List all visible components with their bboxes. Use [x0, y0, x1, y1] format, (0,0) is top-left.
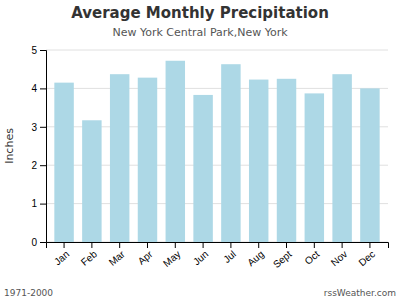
x-tick: Dec: [356, 242, 377, 268]
bar: [110, 74, 129, 242]
y-axis-title: Inches: [3, 128, 16, 164]
subtitle: New York Central Park,New York: [112, 26, 288, 39]
x-tick: Nov: [329, 242, 350, 268]
bars: [54, 61, 379, 242]
footer-note: rssWeather.com: [324, 288, 396, 298]
y-axis-line: [40, 51, 47, 243]
x-tick-mark: [64, 242, 65, 248]
x-tick-label: Apr: [136, 248, 156, 267]
x-tick: May: [161, 242, 183, 269]
bar: [221, 64, 240, 242]
x-tick-label: Sept: [271, 248, 294, 270]
bar: [249, 80, 268, 242]
chart-svg: Average Monthly Precipitation New York Ce…: [0, 0, 400, 300]
bar: [193, 95, 212, 242]
y-tick-label: 4: [31, 83, 37, 94]
x-tick-label: Dec: [356, 248, 377, 268]
bar: [305, 93, 324, 242]
x-tick-mark: [203, 242, 204, 248]
x-tick-label: Mar: [107, 248, 128, 268]
y-tick: 2: [31, 160, 46, 171]
x-tick-mark: [314, 242, 315, 248]
x-tick: Jun: [191, 242, 210, 267]
x-tick-mark: [147, 242, 148, 248]
x-tick: Jan: [52, 242, 71, 267]
grid: [46, 50, 388, 242]
x-tick-label: Jul: [221, 248, 238, 265]
y-tick: 4: [31, 83, 46, 94]
bar: [277, 79, 296, 242]
y-tick-mark: [40, 88, 46, 89]
x-tick-mark: [91, 242, 92, 248]
footer-note: 1971-2000: [4, 288, 53, 298]
x-tick-label: Jan: [52, 248, 71, 267]
bar: [138, 78, 157, 242]
x-tick: Feb: [79, 242, 100, 268]
bar: [82, 120, 101, 242]
y-tick-mark: [40, 204, 46, 205]
x-tick-label: Aug: [245, 248, 266, 268]
x-axis-line: [47, 243, 389, 249]
x-tick-label: Nov: [329, 248, 350, 268]
bar: [54, 83, 73, 242]
y-tick: 5: [31, 45, 46, 56]
y-tick-label: 5: [31, 45, 37, 56]
x-tick-label: Oct: [303, 248, 322, 267]
y-tick-label: 2: [31, 160, 37, 171]
x-tick: Sept: [271, 242, 294, 270]
bar: [332, 74, 351, 242]
y-tick-label: 0: [31, 237, 37, 248]
x-tick-mark: [258, 242, 259, 248]
x-tick-label: May: [161, 248, 183, 269]
x-axis: Jan Feb Mar Apr May Jun Jul AugSept Oct Nov Dec: [47, 242, 389, 270]
y-tick-label: 3: [31, 122, 37, 133]
x-tick: Oct: [303, 242, 322, 267]
y-tick-mark: [40, 50, 46, 51]
x-tick: Mar: [107, 242, 128, 268]
y-tick-mark: [40, 165, 46, 166]
x-tick: Aug: [245, 242, 266, 268]
x-tick-mark: [119, 242, 120, 248]
x-tick-label: Jun: [191, 248, 210, 267]
y-tick: 1: [31, 198, 46, 209]
y-axis: 0 1 2 3 4 5: [31, 45, 46, 248]
y-tick-mark: [40, 242, 46, 243]
x-tick-mark: [175, 242, 176, 248]
y-tick-label: 1: [31, 198, 37, 209]
x-tick-mark: [230, 242, 231, 248]
y-tick: 3: [31, 122, 46, 133]
bar: [360, 88, 379, 242]
title: Average Monthly Precipitation: [71, 4, 329, 22]
y-tick: 0: [31, 237, 46, 248]
x-tick-mark: [369, 242, 370, 248]
y-tick-mark: [40, 127, 46, 128]
bar: [166, 61, 185, 242]
x-tick-mark: [286, 242, 287, 248]
grid-line: [46, 50, 388, 51]
x-tick: Apr: [136, 242, 156, 267]
x-tick-mark: [342, 242, 343, 248]
x-tick-label: Feb: [79, 248, 100, 268]
plot-area: 0 1 2 3 4 5 Jan Feb Mar Apr May Jun Jul AugSept Oct Nov…: [31, 45, 388, 270]
x-tick: Jul: [221, 242, 238, 265]
